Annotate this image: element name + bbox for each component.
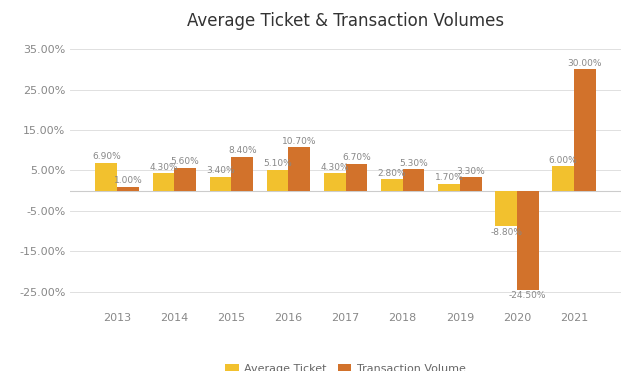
Bar bbox=[232, 157, 253, 191]
Text: 2.80%: 2.80% bbox=[378, 169, 406, 178]
Bar bbox=[174, 168, 196, 191]
Text: 6.90%: 6.90% bbox=[92, 152, 121, 161]
Text: 3.30%: 3.30% bbox=[456, 167, 485, 176]
Bar bbox=[381, 180, 403, 191]
Title: Average Ticket & Transaction Volumes: Average Ticket & Transaction Volumes bbox=[187, 12, 504, 30]
Text: 5.10%: 5.10% bbox=[263, 160, 292, 168]
Bar bbox=[324, 173, 346, 191]
Text: 4.30%: 4.30% bbox=[149, 163, 178, 172]
Bar bbox=[460, 177, 481, 191]
Bar bbox=[438, 184, 460, 191]
Bar bbox=[152, 173, 174, 191]
Bar bbox=[403, 169, 424, 191]
Text: 1.70%: 1.70% bbox=[435, 173, 463, 182]
Bar bbox=[517, 191, 539, 290]
Bar bbox=[495, 191, 517, 226]
Text: 3.40%: 3.40% bbox=[206, 166, 235, 175]
Text: -24.50%: -24.50% bbox=[509, 291, 547, 301]
Bar bbox=[117, 187, 139, 191]
Text: 30.00%: 30.00% bbox=[568, 59, 602, 68]
Text: 5.30%: 5.30% bbox=[399, 159, 428, 168]
Text: 5.60%: 5.60% bbox=[171, 157, 200, 167]
Text: 10.70%: 10.70% bbox=[282, 137, 317, 146]
Bar bbox=[210, 177, 232, 191]
Legend: Average Ticket, Transaction Volume: Average Ticket, Transaction Volume bbox=[221, 359, 470, 371]
Text: -8.80%: -8.80% bbox=[490, 228, 522, 237]
Text: 4.30%: 4.30% bbox=[321, 163, 349, 172]
Text: 6.70%: 6.70% bbox=[342, 153, 371, 162]
Bar bbox=[289, 147, 310, 191]
Text: 8.40%: 8.40% bbox=[228, 146, 257, 155]
Bar bbox=[346, 164, 367, 191]
Bar bbox=[267, 170, 289, 191]
Bar bbox=[574, 69, 596, 191]
Bar bbox=[552, 167, 574, 191]
Bar bbox=[95, 163, 117, 191]
Text: 1.00%: 1.00% bbox=[114, 176, 142, 185]
Text: 6.00%: 6.00% bbox=[549, 156, 577, 165]
